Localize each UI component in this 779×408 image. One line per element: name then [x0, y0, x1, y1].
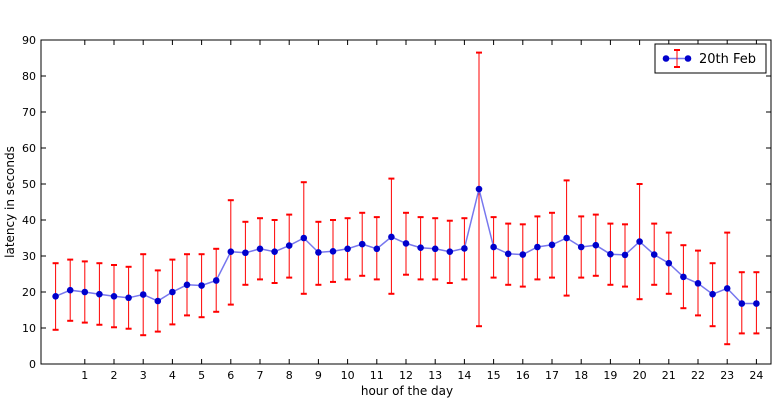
data-point — [110, 293, 118, 300]
legend-label: 20th Feb — [699, 52, 756, 67]
data-point — [504, 250, 512, 258]
y-tick-label: 50 — [22, 178, 36, 191]
x-tick-label: 18 — [574, 369, 588, 382]
x-tick-label: 9 — [315, 369, 322, 382]
data-point — [373, 245, 381, 253]
y-tick-label: 0 — [29, 358, 36, 371]
data-point — [242, 249, 249, 257]
x-tick-label: 20 — [633, 369, 647, 382]
data-point — [183, 281, 191, 289]
data-point — [66, 286, 74, 294]
plot-frame — [40, 39, 772, 365]
data-point — [548, 241, 556, 249]
x-tick-label: 12 — [399, 369, 413, 382]
data-point — [753, 300, 760, 307]
data-point — [344, 245, 351, 253]
data-point — [534, 243, 541, 251]
data-point — [315, 249, 322, 256]
data-point — [621, 251, 629, 259]
x-tick-label: 7 — [257, 369, 264, 382]
x-axis-title: hour of the day — [361, 384, 453, 398]
x-tick-label: 3 — [140, 369, 147, 382]
x-tick-label: 10 — [341, 369, 355, 382]
data-point — [592, 241, 600, 249]
data-point — [650, 251, 658, 258]
data-point — [154, 297, 162, 305]
x-tick-label: 1 — [81, 369, 88, 382]
x-tick-label: 2 — [111, 369, 118, 382]
x-tick-label: 21 — [662, 369, 676, 382]
data-point — [227, 248, 235, 255]
y-tick-label: 40 — [22, 214, 36, 227]
data-point — [636, 238, 643, 245]
data-point — [417, 244, 424, 252]
data-point — [680, 273, 687, 281]
x-tick-label: 23 — [720, 369, 734, 382]
data-point — [709, 290, 716, 298]
data-point — [285, 242, 293, 249]
data-point — [607, 250, 614, 258]
y-tick-label: 80 — [22, 70, 36, 83]
y-axis-title-group: latency in seconds — [3, 146, 17, 258]
data-point — [256, 245, 264, 253]
data-point — [723, 285, 731, 292]
data-point — [329, 248, 337, 255]
data-point — [461, 245, 468, 252]
data-point — [490, 243, 497, 251]
data-point — [446, 248, 454, 255]
x-tick-label: 5 — [198, 369, 205, 382]
x-tick-label: 19 — [603, 369, 617, 382]
y-tick-label: 70 — [22, 106, 36, 119]
y-tick-label: 20 — [22, 286, 36, 299]
data-point — [519, 251, 527, 258]
data-point — [665, 259, 673, 267]
data-point — [81, 288, 89, 296]
data-point — [300, 234, 308, 242]
legend-marker-left — [662, 55, 670, 62]
x-tick-label: 8 — [286, 369, 293, 382]
y-tick-label: 90 — [22, 34, 36, 47]
data-point — [475, 185, 483, 193]
legend-marker-right — [684, 55, 692, 62]
x-tick-label: 22 — [691, 369, 705, 382]
data-point — [388, 233, 395, 241]
data-point — [198, 282, 205, 289]
x-tick-label: 16 — [516, 369, 530, 382]
data-point — [402, 240, 410, 247]
data-point — [738, 300, 746, 307]
y-tick-label: 60 — [22, 142, 36, 155]
x-tick-label: 6 — [227, 369, 234, 382]
data-point — [96, 290, 103, 298]
x-tick-label: 15 — [487, 369, 501, 382]
data-point — [694, 280, 702, 287]
x-tick-label: 4 — [169, 369, 176, 382]
x-tick-label: 11 — [370, 369, 384, 382]
x-tick-label: 17 — [545, 369, 559, 382]
data-point — [271, 248, 278, 255]
y-tick-label: 10 — [22, 322, 36, 335]
x-tick-label: 13 — [428, 369, 442, 382]
data-point — [577, 243, 585, 251]
data-point — [563, 234, 570, 242]
x-tick-label: 14 — [457, 369, 471, 382]
y-tick-label: 30 — [22, 250, 36, 263]
data-point — [431, 245, 439, 253]
x-tick-label: 24 — [749, 369, 763, 382]
legend: 20th Feb — [654, 43, 767, 74]
data-point — [52, 293, 59, 300]
data-point — [125, 294, 132, 302]
data-point — [139, 291, 147, 298]
data-point — [212, 277, 220, 284]
data-point — [169, 288, 176, 296]
y-axis-title: latency in seconds — [3, 146, 17, 258]
data-point — [358, 240, 366, 248]
